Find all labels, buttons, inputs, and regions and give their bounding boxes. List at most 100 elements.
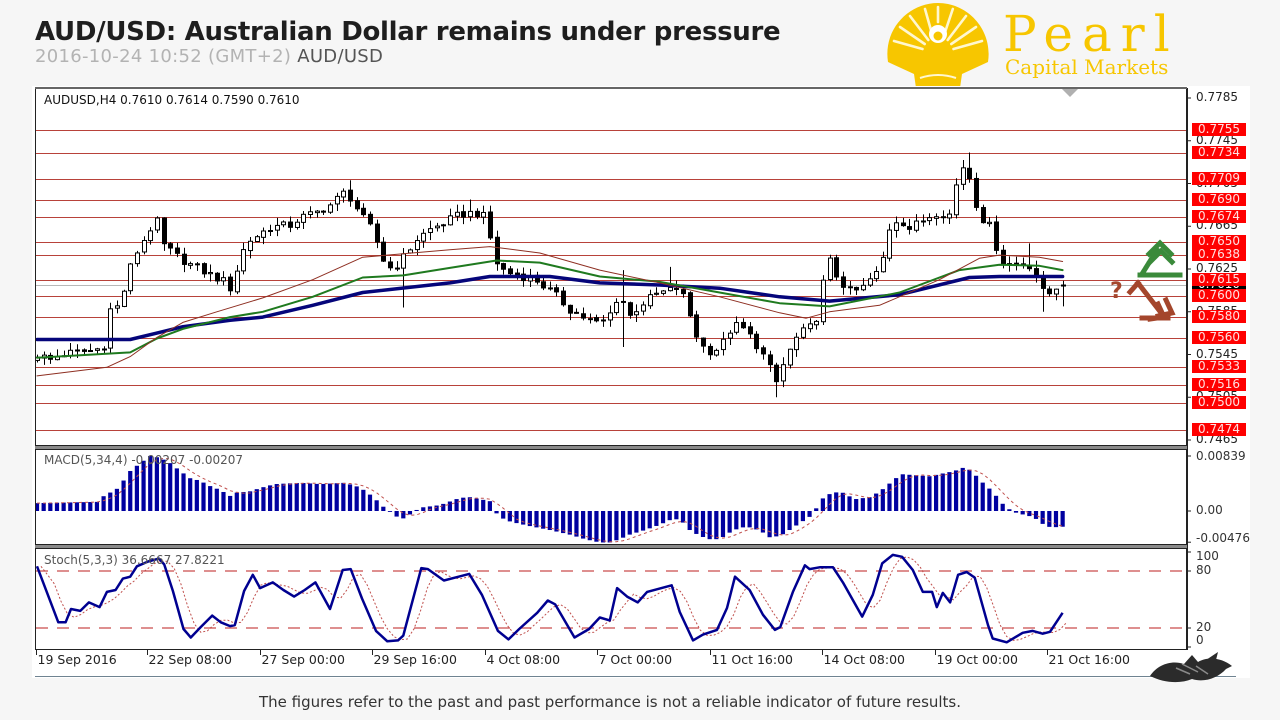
candle xyxy=(961,159,966,190)
candle xyxy=(275,217,280,237)
candle xyxy=(608,305,613,327)
question-mark: ? xyxy=(1110,279,1123,304)
macd-bar xyxy=(54,502,60,511)
macd-bar xyxy=(307,483,313,511)
candle xyxy=(814,319,819,330)
logo-wordmark: Pearl xyxy=(1003,5,1179,63)
candle xyxy=(148,227,153,245)
macd-bar xyxy=(181,473,186,511)
candle xyxy=(122,289,127,308)
macd-bar xyxy=(774,511,779,537)
symbol-link[interactable]: AUD/USD xyxy=(297,46,384,67)
price-axis-label: 0.7625 xyxy=(1196,261,1238,275)
candle xyxy=(341,188,346,203)
candle xyxy=(241,242,246,275)
candle xyxy=(967,152,972,183)
article-meta: 2016-10-24 10:52 (GMT+2) AUD/USD xyxy=(35,46,383,68)
level-price-label: 0.7674 xyxy=(1192,210,1246,223)
macd-bar xyxy=(740,511,746,528)
time-axis-label: 7 Oct 00:00 xyxy=(598,652,673,667)
macd-bar xyxy=(68,502,73,511)
candle xyxy=(455,204,460,222)
candle xyxy=(741,318,746,329)
macd-bar xyxy=(973,475,979,511)
macd-axis-label: -0.00476 xyxy=(1196,531,1250,545)
macd-bar xyxy=(161,459,166,511)
macd-bar xyxy=(1007,509,1012,511)
macd-bar xyxy=(640,511,646,531)
candle xyxy=(614,298,619,316)
macd-bar xyxy=(401,511,406,519)
candle xyxy=(501,262,506,275)
candle xyxy=(488,205,493,240)
macd-panel-title: MACD(5,34,4) -0.00207 -0.00207 xyxy=(44,453,244,467)
macd-bar xyxy=(727,511,732,533)
timestamp: 2016-10-24 10:52 (GMT+2) xyxy=(35,46,292,67)
candle xyxy=(641,301,646,316)
macd-bar xyxy=(494,511,499,514)
candle xyxy=(581,307,586,321)
macd-bar xyxy=(174,468,179,511)
stoch-axis-label: 80 xyxy=(1196,563,1212,577)
macd-bar xyxy=(620,511,626,538)
candle xyxy=(768,350,773,372)
macd-bar xyxy=(900,474,905,511)
candle xyxy=(155,216,160,234)
macd-bar xyxy=(321,483,326,511)
candle xyxy=(648,289,653,309)
macd-bar xyxy=(148,455,153,511)
macd-axis-label: 0.00 xyxy=(1196,503,1223,517)
macd-bar xyxy=(228,495,233,511)
macd-bar xyxy=(1027,511,1032,517)
time-axis-label: 19 Sep 2016 xyxy=(37,652,117,667)
candle xyxy=(355,197,360,212)
candle xyxy=(748,322,753,339)
macd-bar xyxy=(940,473,945,511)
candle xyxy=(495,230,500,271)
macd-bar xyxy=(707,511,712,540)
candle xyxy=(268,224,273,236)
macd-bar xyxy=(314,483,319,511)
macd-bar xyxy=(387,511,393,512)
moving-averages xyxy=(36,246,1065,377)
macd-bar xyxy=(807,511,812,517)
candle xyxy=(568,304,573,321)
candle xyxy=(714,348,719,357)
macd-bar xyxy=(680,511,686,523)
candle xyxy=(1061,280,1066,307)
candle xyxy=(628,301,633,319)
macd-bar xyxy=(561,511,566,534)
macd-bar xyxy=(188,478,193,511)
macd-bar xyxy=(287,483,293,511)
macd-bar xyxy=(541,511,546,529)
macd-bar xyxy=(1040,511,1045,524)
stoch-axis-label: 20 xyxy=(1196,620,1212,634)
candle xyxy=(554,284,559,297)
macd-bar xyxy=(61,502,66,511)
candle xyxy=(868,272,873,287)
macd-bar xyxy=(654,511,659,526)
macd-bar xyxy=(1060,511,1065,527)
macd-bar xyxy=(674,511,679,520)
candle xyxy=(574,308,579,314)
candle xyxy=(934,213,939,226)
support-resistance-levels xyxy=(36,130,1186,431)
macd-bar xyxy=(700,511,706,538)
macd-bar xyxy=(354,486,359,511)
candle xyxy=(195,261,200,271)
macd-axis-label: 0.00839 xyxy=(1196,449,1246,463)
candle xyxy=(415,235,420,256)
macd-bar xyxy=(720,511,726,538)
candle xyxy=(115,300,120,314)
level-price-label: 0.7500 xyxy=(1192,396,1246,409)
candle xyxy=(461,204,466,225)
candle xyxy=(734,316,739,335)
macd-bar xyxy=(194,479,199,511)
candle xyxy=(441,223,446,233)
candle xyxy=(421,228,426,248)
page-title: AUD/USD: Australian Dollar remains under… xyxy=(35,17,781,47)
macd-bar xyxy=(427,506,433,511)
candle xyxy=(781,357,786,388)
macd-bar xyxy=(234,492,239,511)
